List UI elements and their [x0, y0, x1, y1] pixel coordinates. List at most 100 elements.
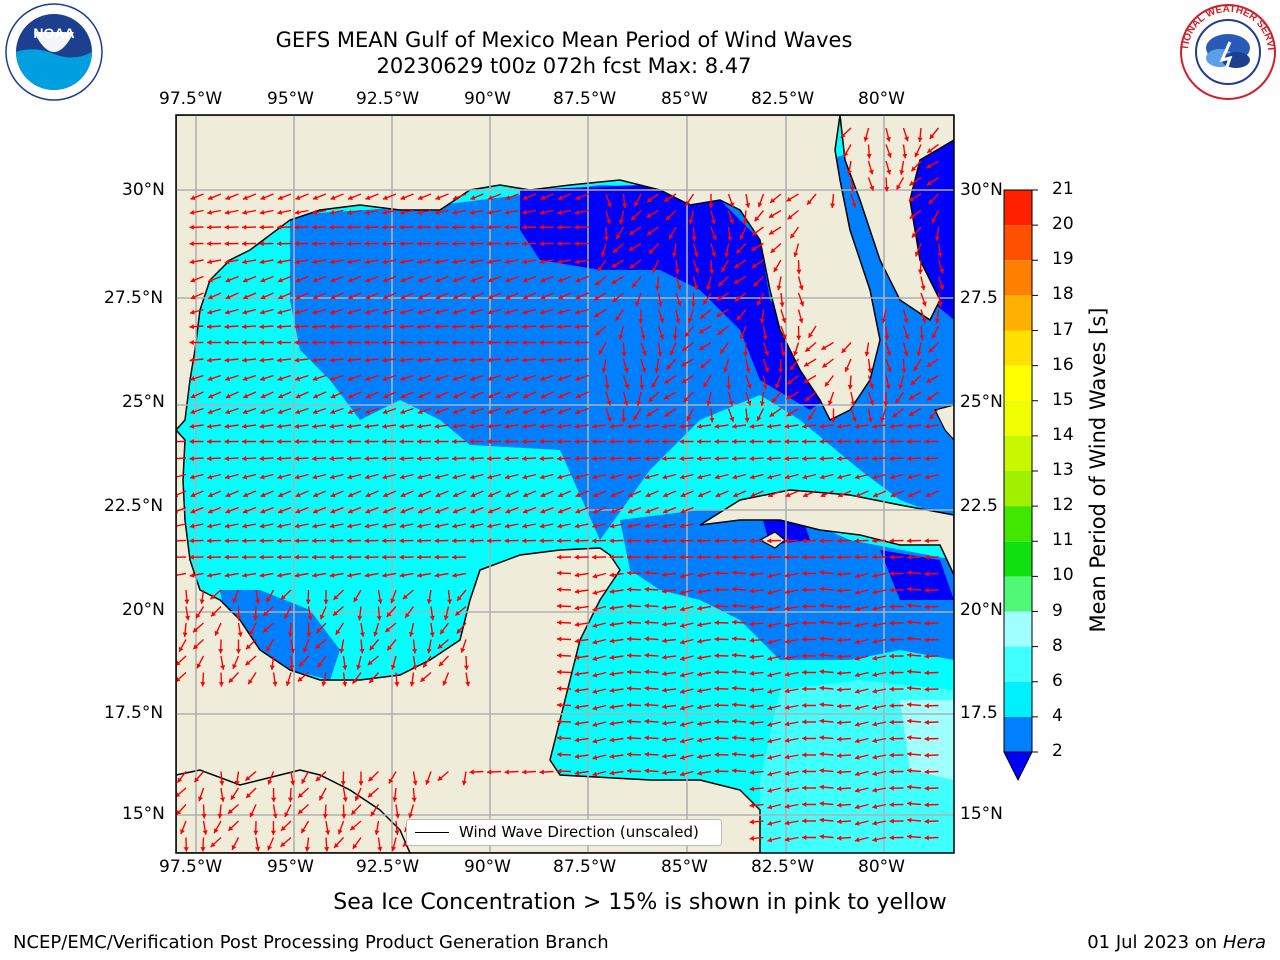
wind-arrow-head	[417, 456, 422, 462]
wind-arrow-head	[260, 195, 266, 200]
lat-tick-left: 25°N	[122, 392, 165, 412]
wind-arrow-head	[348, 277, 353, 283]
wind-arrow-head	[405, 612, 410, 618]
wind-arrow-head	[802, 669, 807, 675]
wind-arrow-head	[889, 835, 894, 841]
wind-arrow-head	[627, 719, 632, 725]
wind-arrow-head	[574, 621, 580, 627]
colorbar-segment	[1004, 471, 1032, 507]
wind-arrow-head	[207, 241, 212, 247]
wind-arrow-head	[749, 786, 755, 792]
wind-arrow-head	[574, 737, 580, 743]
wind-arrow-head	[347, 309, 353, 315]
wind-arrow-head	[786, 196, 792, 202]
wind-arrow-head	[646, 411, 652, 417]
wind-arrow-head	[198, 796, 203, 802]
wind-arrow-head	[214, 630, 220, 636]
lat-tick-right: 15°N	[960, 804, 1003, 824]
wind-arrow-head	[321, 681, 327, 687]
wind-arrow-head	[686, 415, 692, 421]
wind-arrow-head	[425, 779, 431, 785]
wind-arrow-head	[909, 394, 915, 400]
wind-arrow-head	[557, 554, 562, 560]
wind-arrow-head	[646, 230, 652, 235]
wind-arrow-head	[557, 768, 562, 774]
wind-arrow-head	[802, 818, 807, 824]
wind-arrow-head	[606, 202, 612, 208]
wind-arrow-head	[280, 842, 286, 847]
wind-arrow-head	[278, 195, 283, 200]
wind-arrow	[176, 523, 187, 527]
wind-arrow-head	[679, 439, 684, 445]
lon-tick-top: 85°W	[661, 89, 708, 109]
wind-arrow-head	[798, 285, 804, 290]
wind-arrow-head	[662, 605, 667, 611]
wind-arrow-head	[312, 456, 317, 462]
wind-arrow-head	[872, 439, 877, 445]
wind-arrow-head	[558, 492, 564, 498]
wind-arrow-head	[903, 318, 909, 323]
wind-arrow-head	[627, 669, 632, 675]
wind-arrow-head	[354, 795, 360, 801]
wind-arrow-head	[452, 324, 457, 330]
wind-arrow-head	[784, 605, 790, 611]
wind-arrow-head	[749, 654, 755, 660]
wind-arrow-head	[383, 195, 388, 200]
wind-arrow-head	[627, 768, 632, 774]
wind-arrow-head	[749, 703, 755, 709]
wind-arrow-head	[225, 309, 230, 315]
wind-arrow-head	[924, 835, 929, 841]
wind-arrow-head	[329, 554, 334, 560]
wind-arrow-head	[645, 492, 651, 498]
wind-arrow-head	[260, 393, 266, 399]
lon-tick-top: 80°W	[858, 89, 905, 109]
wind-arrow-head	[434, 259, 440, 265]
wind-arrow-head	[277, 456, 282, 462]
wind-arrow-head	[662, 720, 667, 726]
wind-arrow-head	[382, 439, 387, 445]
wind-arrow-head	[644, 439, 649, 445]
wind-arrow-head	[189, 439, 194, 445]
wind-arrow-head	[889, 653, 894, 659]
wind-arrow-head	[732, 718, 737, 724]
wind-arrow-head	[724, 252, 730, 258]
wind-arrow-head	[505, 393, 511, 399]
wind-arrow-head	[604, 384, 610, 390]
wind-arrow-head	[697, 737, 702, 743]
wind-arrow-head	[872, 456, 877, 462]
wind-arrow-head	[714, 423, 720, 429]
wind-arrow-head	[348, 492, 354, 498]
wind-arrow-head	[781, 334, 787, 340]
wind-arrow-head	[540, 508, 546, 514]
wind-arrow-head	[910, 380, 916, 385]
colorbar-tick-label: 17	[1052, 319, 1074, 340]
colorbar	[1003, 189, 1038, 753]
wind-arrow-head	[557, 636, 562, 642]
wind-arrow-head	[574, 554, 579, 560]
wind-arrow-head	[889, 719, 894, 725]
wind-arrow-head	[383, 393, 389, 399]
wind-arrow-head	[609, 605, 615, 611]
wind-arrow-head	[277, 538, 282, 544]
wind-arrow-head	[207, 423, 212, 429]
wind-arrow-head	[732, 702, 737, 708]
wind-arrow-head	[621, 203, 628, 208]
wind-arrow-head	[937, 302, 943, 307]
wind-arrow-head	[574, 339, 579, 346]
wind-arrow-head	[697, 605, 702, 611]
wind-arrow-head	[644, 538, 649, 544]
wind-arrow-head	[225, 492, 231, 498]
wind-arrow-head	[347, 423, 352, 429]
wind-arrow-head	[907, 768, 912, 774]
wind-arrow-head	[683, 397, 689, 402]
wind-arrow-head	[889, 785, 894, 791]
wind-arrow-head	[364, 324, 369, 330]
wind-arrow-head	[295, 376, 301, 381]
wind-arrow-head	[837, 637, 842, 643]
wind-arrow-head	[469, 339, 474, 346]
wind-arrow-head	[575, 309, 580, 315]
wind-arrow-head	[348, 195, 353, 200]
wind-arrow-head	[557, 686, 562, 692]
wind-arrow-head	[889, 423, 895, 429]
wind-arrow-head	[487, 409, 493, 415]
